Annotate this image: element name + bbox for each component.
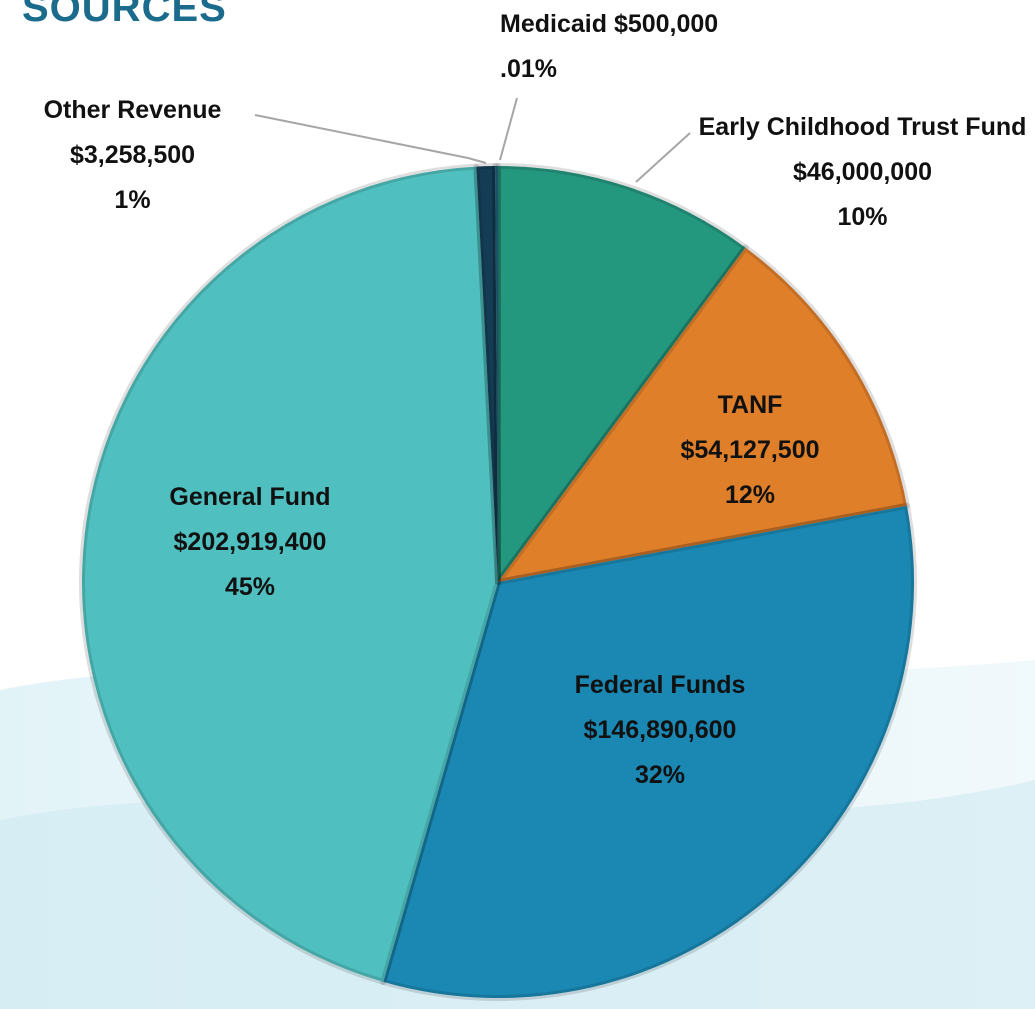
slice-label: TANF $54,127,500 12% [640,383,860,518]
percent-label: .01% [500,55,557,83]
value-label: $202,919,400 [173,528,327,556]
slice-label: Early Childhood Trust Fund $46,000,000 10… [690,105,1035,240]
percent-label: 1% [114,186,151,214]
pie-slice [495,163,749,585]
pie-slice [380,502,917,1001]
category-label: Early Childhood Trust Fund [698,113,1027,141]
category-label: TANF [717,391,783,419]
percent-label: 32% [634,761,686,789]
pie [79,163,917,1001]
category-label: General Fund [169,483,331,511]
slice-label: General Fund $202,919,400 45% [120,475,380,610]
pie-slice [495,244,910,585]
pie-slice [492,163,501,585]
pie-slice [473,163,501,585]
percent-label: 12% [724,481,776,509]
category-label: Medicaid [500,10,607,38]
pie-slice [79,163,501,985]
leader-line [254,114,487,164]
value-label: $146,890,600 [583,716,737,744]
category-label: Other Revenue [43,96,222,124]
slice-label: Medicaid $500,000 .01% [500,2,830,92]
leader-line [635,132,691,183]
slice-label: Other Revenue $3,258,500 1% [10,88,255,223]
slice-label: Federal Funds $146,890,600 32% [530,663,790,798]
percent-label: 45% [224,573,276,601]
leader-lines [254,97,691,183]
chart-title: SOURCES [22,0,227,30]
category-label: Federal Funds [574,671,746,699]
value-label: $46,000,000 [792,158,933,186]
value-label: $54,127,500 [680,436,820,464]
percent-label: 10% [837,203,888,231]
value-label: $500,000 [613,10,719,38]
leader-line [499,97,518,161]
value-label: $3,258,500 [69,141,196,169]
